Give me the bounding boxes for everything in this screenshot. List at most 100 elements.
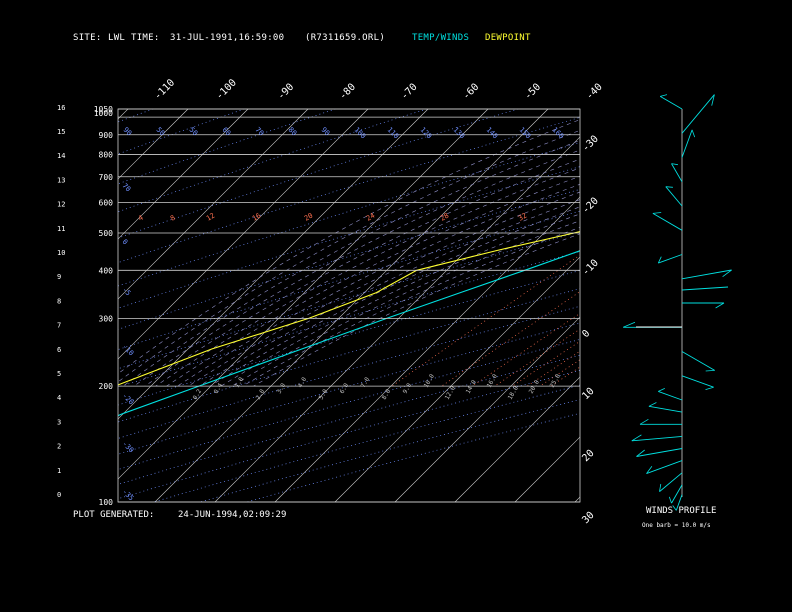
isotherm: [454, 376, 580, 502]
moist-adiabat: [220, 213, 580, 387]
isotherm: [514, 436, 580, 502]
mixing-ratio-label: 12: [205, 212, 216, 223]
site-value: LWL: [108, 33, 126, 43]
moist-label: 14.0: [465, 379, 478, 395]
wind-barb-tick: [660, 94, 668, 97]
height-tick-label: 3: [57, 418, 61, 426]
dry-adiabat: [118, 270, 580, 406]
temp-legend: TEMP/WINDS: [412, 33, 470, 43]
height-tick-label: 6: [57, 346, 61, 354]
dry-adiabat-label: 60: [221, 126, 233, 138]
wind-barb-tick: [659, 483, 662, 492]
pressure-tick-label: 400: [99, 266, 114, 275]
pressure-tick-label: 500: [99, 229, 114, 238]
wind-barb-tick: [639, 418, 649, 425]
moist-adiabat: [231, 220, 580, 387]
moist-label: 0.4: [213, 382, 225, 395]
wind-barb-tick: [715, 302, 725, 309]
dry-adiabat: [118, 189, 580, 330]
wind-barb: [671, 484, 683, 504]
mixing-ratio-label: 16: [251, 212, 262, 223]
isotherm: [334, 256, 580, 502]
temp-tick-top: -70: [399, 82, 420, 103]
dry-adiabat-label-left: 0: [121, 238, 130, 247]
isotherm: [118, 109, 309, 300]
moist-adiabat: [118, 119, 580, 375]
wind-barb-long-right: [681, 286, 729, 291]
moist-adiabat: [155, 167, 580, 387]
pressure-tick-label: 1050: [94, 105, 113, 114]
dry-adiabat-label: 50: [188, 126, 200, 138]
height-tick-label: 12: [57, 201, 65, 209]
plot-frame: [117, 108, 581, 503]
wind-barb: [681, 375, 714, 388]
height-tick-label: 8: [57, 297, 61, 305]
dry-adiabat: [118, 288, 580, 423]
mixing-ratio-label: 8: [169, 214, 177, 223]
mixing-ratio-label: 24: [365, 212, 376, 223]
time-value: 31-JUL-1991,16:59:00: [170, 33, 285, 43]
moist-adiabat: [188, 191, 580, 387]
wind-barb: [675, 494, 683, 511]
dry-adiabat-label-left: -10: [121, 343, 136, 358]
isotherm: [154, 109, 549, 502]
wind-barb: [658, 390, 683, 401]
dry-adiabat-label: 100: [353, 126, 368, 141]
site-label: SITE:: [73, 33, 102, 43]
pressure-tick-label: 300: [99, 314, 114, 323]
height-tick-label: 5: [57, 370, 61, 378]
dry-adiabat: [118, 251, 580, 388]
dry-adiabat-label-left: -30: [121, 440, 136, 455]
moist-label: 1.0: [234, 376, 246, 389]
dry-adiabat-label: 90: [122, 126, 134, 138]
wind-barb: [665, 186, 683, 207]
isotherm: [274, 196, 580, 502]
moist-label: 0.2: [192, 388, 204, 401]
mixing-ratio-label: 4: [137, 214, 145, 223]
height-tick-label: 14: [57, 152, 65, 160]
moist-adiabat: [242, 226, 580, 387]
generated-value: 24-JUN-1994,02:09:29: [178, 510, 287, 520]
wind-barb: [681, 351, 715, 371]
wind-barb-tick: [722, 269, 732, 278]
dry-adiabat: [118, 322, 580, 455]
wind-barb: [658, 254, 683, 264]
moist-label: 3.0: [276, 382, 288, 395]
wind-barb-tick: [636, 449, 645, 457]
moist-label: 5.0: [318, 388, 330, 401]
mixing-ratio-line: [539, 359, 580, 387]
pressure-tick-label: 100: [99, 498, 114, 507]
dry-adiabat-label-left: -5: [121, 286, 133, 298]
mixing-ratio-label: 28: [439, 212, 450, 223]
wind-barb-tick: [705, 370, 715, 372]
moist-adiabat: [144, 158, 580, 387]
wind-barb-tick: [652, 212, 662, 214]
moist-label: 6.0: [339, 382, 351, 395]
temp-tick-right: -10: [580, 258, 601, 279]
height-tick-label: 0: [57, 491, 61, 499]
mixing-ratio-line: [441, 291, 580, 387]
temp-tick-top: -110: [152, 77, 177, 102]
temp-tick-top: -80: [337, 82, 358, 103]
wind-barb-tick: [672, 505, 677, 511]
wind-barb: [646, 460, 683, 475]
generated-label: PLOT GENERATED:: [73, 510, 155, 520]
pressure-tick-label: 800: [99, 150, 114, 159]
wind-barb: [681, 269, 732, 280]
wind-profile-title: WINDS PROFILE: [646, 506, 717, 516]
isotherm: [695, 109, 792, 502]
temp-tick-top: -50: [523, 82, 544, 103]
height-tick-label: 9: [57, 273, 61, 281]
dry-adiabat-label: 150: [518, 126, 533, 141]
mixing-ratio-line: [494, 328, 580, 387]
wind-barb-tick: [658, 388, 665, 392]
mixing-ratio-line: [527, 350, 580, 387]
height-tick-label: 16: [57, 104, 65, 112]
plot-area: [118, 109, 792, 502]
dewpoint-trace: [118, 230, 580, 386]
dry-adiabat-label: 130: [452, 126, 467, 141]
dry-adiabat-label: 160: [551, 126, 566, 141]
isotherm: [118, 109, 429, 420]
dry-adiabat: [118, 231, 580, 370]
